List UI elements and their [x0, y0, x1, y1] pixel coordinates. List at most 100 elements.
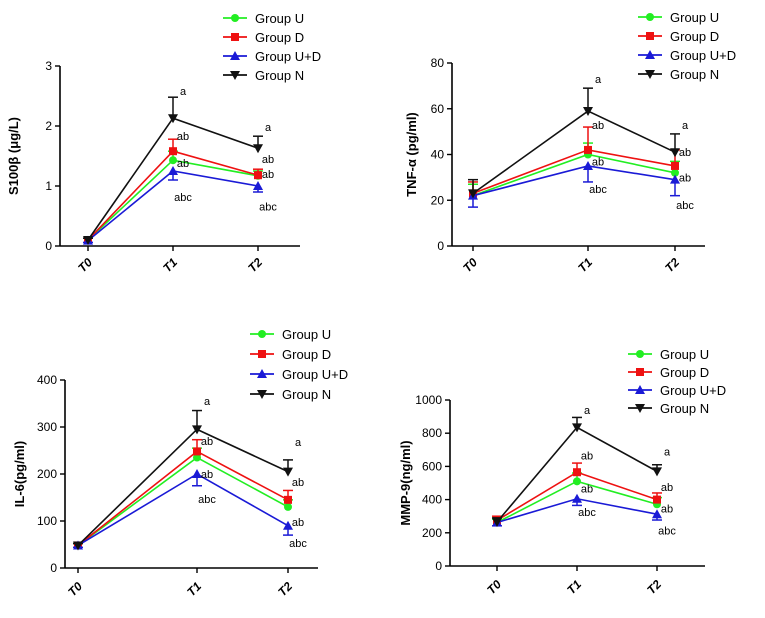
y-tick-label: 400: [422, 493, 442, 507]
legend-marker: [636, 368, 644, 376]
chart-panel-2: 0 20 40 60 80 T0 T1 T2 TNF-α (pg/ml) a ab ab abc a ab a…: [404, 10, 736, 275]
y-tick-label: 60: [431, 102, 445, 116]
y-tick-label: 300: [37, 420, 57, 434]
significance-label: ab: [292, 477, 304, 489]
series-line: [472, 165, 676, 197]
y-tick-label: 800: [422, 426, 442, 440]
series-line: [77, 456, 289, 547]
legend: Group U Group D Group U+D Group N: [638, 10, 736, 82]
significance-label: abc: [174, 192, 192, 204]
y-tick-label: 0: [45, 239, 52, 253]
data-point: [169, 156, 177, 165]
significance-label: a: [664, 446, 671, 458]
significance-label: ab: [581, 483, 593, 495]
x-tick-label: T2: [644, 577, 664, 597]
legend-marker: [258, 330, 266, 338]
legend-label: Group D: [282, 347, 331, 362]
y-tick-label: 40: [431, 148, 445, 162]
data-point: [652, 467, 662, 477]
data-point: [284, 495, 292, 504]
legend-marker: [646, 13, 654, 21]
legend: Group U Group D Group U+D Group N: [250, 327, 348, 402]
x-tick-label: T0: [484, 577, 504, 597]
legend-label: Group D: [660, 365, 709, 380]
significance-label: a: [265, 122, 272, 134]
legend-label: Group U: [255, 11, 304, 26]
significance-label: ab: [661, 482, 673, 494]
data-point: [670, 174, 680, 184]
legend-label: Group U+D: [670, 48, 736, 63]
y-tick-label: 1000: [415, 393, 442, 407]
significance-label: a: [295, 437, 302, 449]
significance-label: abc: [658, 525, 676, 537]
series-group-u-d: [83, 166, 263, 245]
data-point: [192, 425, 202, 435]
significance-label: ab: [201, 436, 213, 448]
y-axis-title: IL-6(pg/ml): [12, 441, 27, 507]
legend-label: Group N: [282, 387, 331, 402]
data-point: [254, 171, 262, 180]
y-tick-label: 0: [437, 239, 444, 253]
data-point: [670, 148, 680, 158]
legend-marker: [645, 70, 655, 79]
y-tick-label: 0: [50, 561, 57, 575]
y-tick-label: 100: [37, 514, 57, 528]
significance-label: ab: [679, 147, 691, 159]
series-group-n: [492, 416, 662, 528]
data-point: [253, 181, 263, 190]
significance-label: abc: [589, 184, 607, 196]
legend-label: Group N: [255, 68, 304, 83]
data-point: [73, 541, 83, 551]
y-tick-label: 200: [37, 467, 57, 481]
y-tick-label: 80: [431, 56, 445, 70]
data-point: [192, 469, 202, 478]
series-group-n: [73, 409, 293, 551]
data-point: [572, 423, 582, 433]
series-group-u: [83, 150, 263, 244]
significance-label: a: [682, 120, 689, 132]
legend-label: Group U: [282, 327, 331, 342]
legend-marker: [258, 350, 266, 358]
series-group-d: [83, 138, 263, 244]
x-tick-label: T1: [575, 255, 595, 275]
significance-label: ab: [201, 469, 213, 481]
series-line: [77, 428, 289, 547]
data-point: [168, 114, 178, 124]
series-group-d: [73, 438, 293, 550]
significance-label: ab: [581, 451, 593, 463]
series-line: [87, 170, 259, 242]
significance-label: ab: [592, 120, 604, 132]
x-tick-label: T2: [275, 579, 295, 599]
y-axis-title: MMP-9(ng/ml): [398, 440, 413, 525]
x-tick-label: T0: [75, 255, 95, 275]
significance-label: abc: [289, 538, 307, 550]
series-group-d: [492, 462, 662, 525]
y-tick-label: 600: [422, 459, 442, 473]
legend-label: Group U: [670, 10, 719, 25]
data-point: [573, 477, 581, 486]
y-axis-title: TNF-α (pg/ml): [404, 112, 419, 197]
data-point: [573, 468, 581, 477]
data-point: [283, 520, 293, 530]
series-line: [77, 473, 289, 547]
significance-label: a: [595, 74, 602, 86]
legend-label: Group U+D: [660, 383, 726, 398]
series-line: [472, 110, 676, 195]
legend-marker: [636, 350, 644, 358]
significance-label: abc: [578, 507, 596, 519]
data-point: [583, 107, 593, 117]
chart-panel-1: 0 1 2 3 T0 T1 T2 S100β (μg/L) a ab ab abc a ab ab abc Gr…: [6, 11, 321, 275]
x-tick-label: T1: [160, 255, 180, 275]
significance-label: abc: [259, 201, 277, 213]
data-point: [83, 236, 93, 245]
legend-marker: [635, 404, 645, 413]
y-tick-label: 0: [435, 559, 442, 573]
legend-marker: [635, 385, 645, 394]
significance-label: ab: [661, 504, 673, 516]
legend-label: Group N: [670, 67, 719, 82]
series-line: [77, 450, 289, 547]
legend-label: Group U+D: [255, 49, 321, 64]
legend-label: Group U: [660, 347, 709, 362]
chart-panel-4: 0 200 400 600 800 1000 T0 T1 T2 MMP-9(ng/ml) a ab ab…: [398, 347, 726, 597]
x-tick-label: T0: [460, 255, 480, 275]
